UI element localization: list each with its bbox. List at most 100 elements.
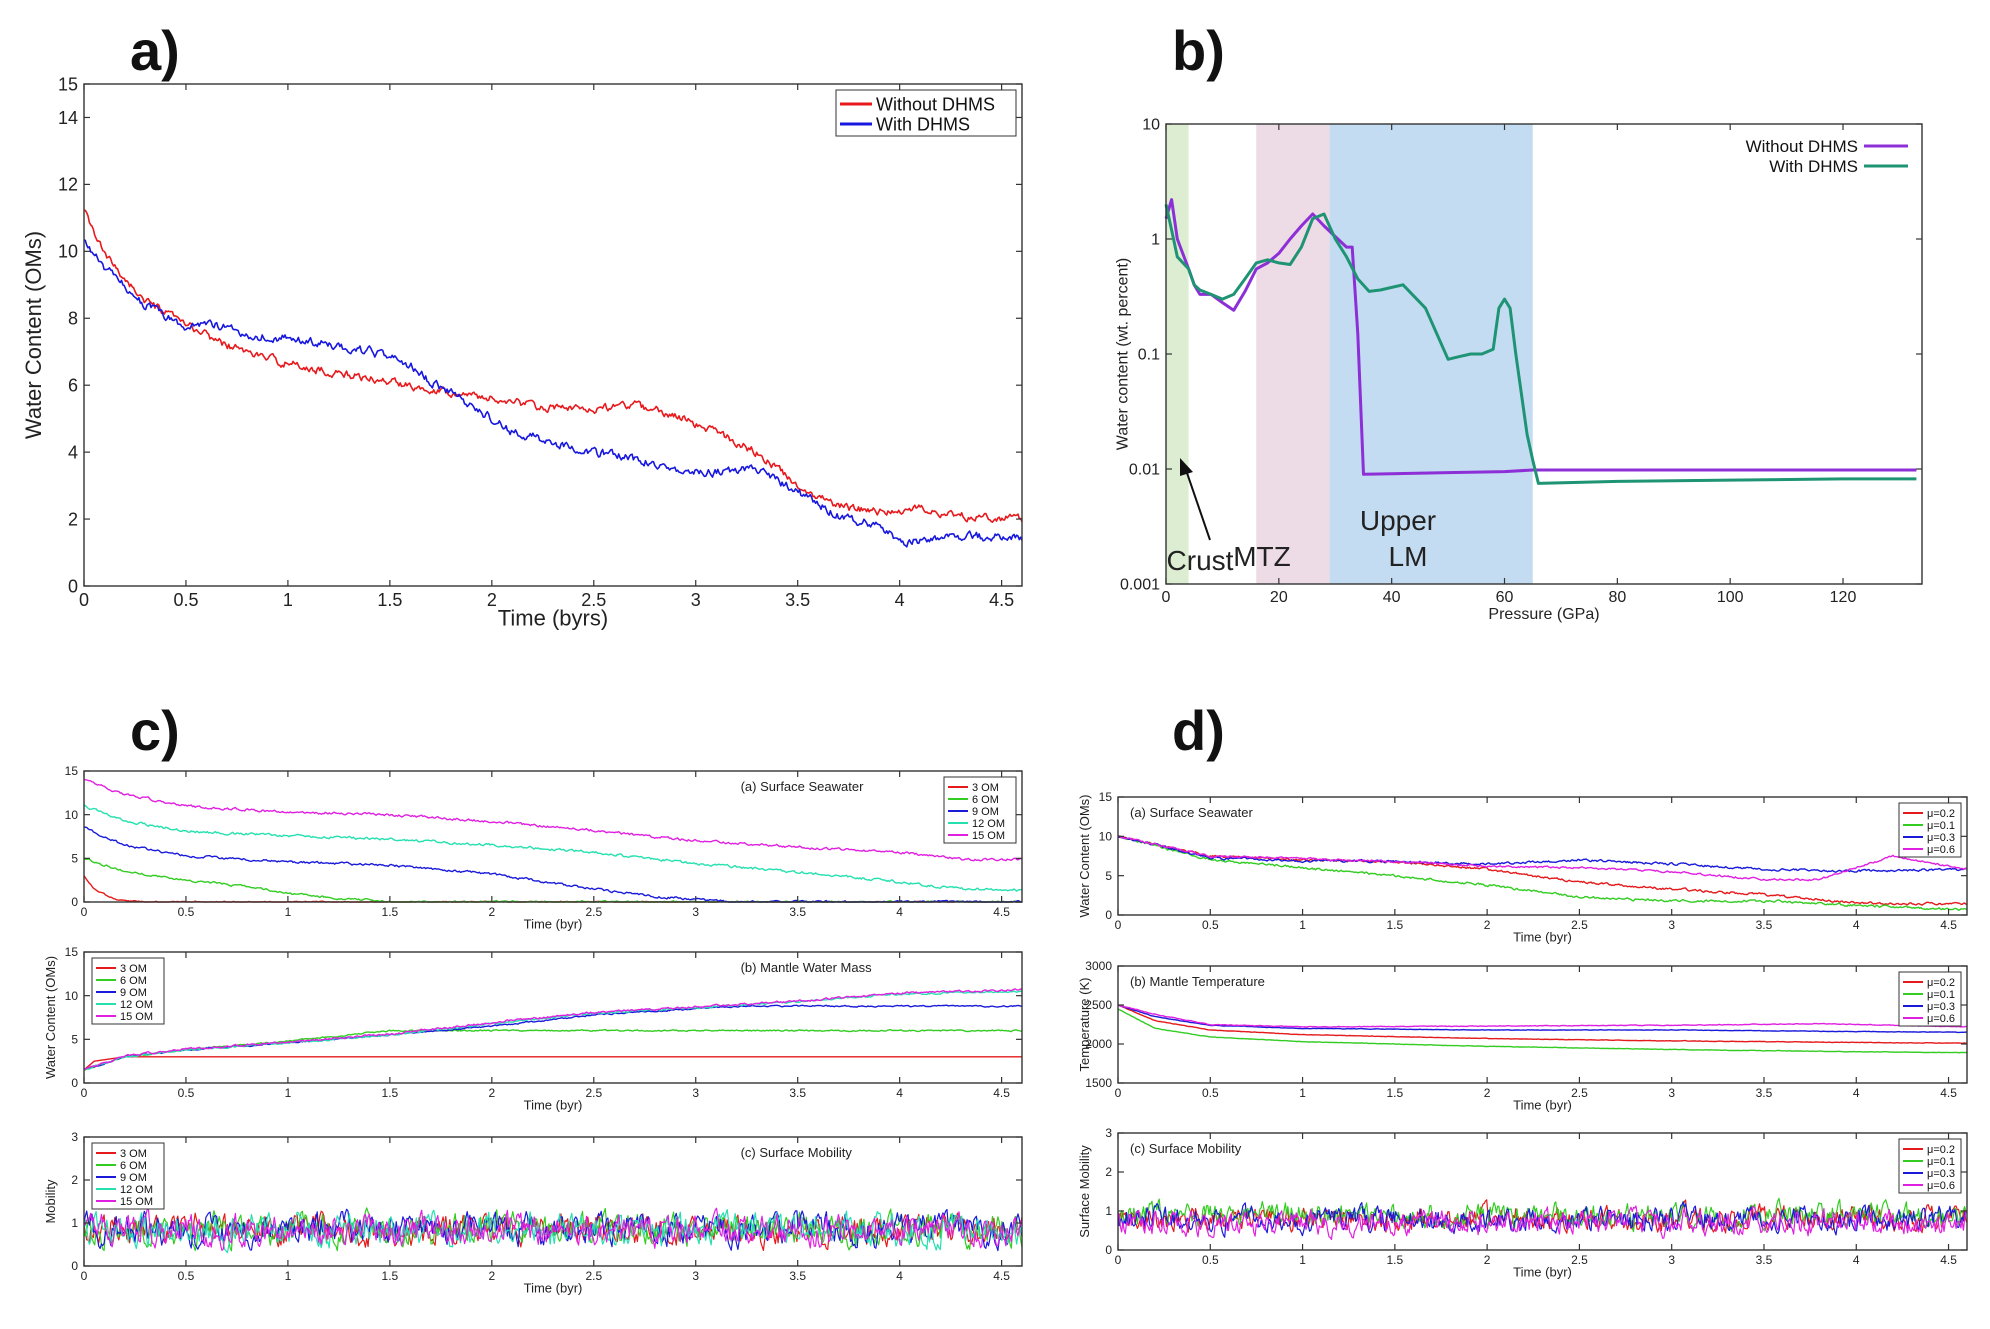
x-tick-label: 20 xyxy=(1270,589,1288,606)
x-tick-label: 3.5 xyxy=(789,1086,806,1100)
x-tick-label: 1.5 xyxy=(377,590,402,610)
x-tick-label: 4 xyxy=(895,590,905,610)
y-tick-label: 10 xyxy=(65,989,79,1003)
legend-label-6-om: 6 OM xyxy=(972,794,999,806)
x-tick-label: 3 xyxy=(692,905,699,919)
x-tick-label: 1 xyxy=(283,590,293,610)
legend-label--0-2: μ=0.2 xyxy=(1927,977,1955,989)
y-axis-label: Water Content (OMs) xyxy=(43,956,58,1079)
legend-label-3-om: 3 OM xyxy=(120,963,147,975)
x-tick-label: 1 xyxy=(1299,1086,1306,1100)
y-tick-label: 3000 xyxy=(1085,959,1112,973)
x-tick-label: 2.5 xyxy=(585,1269,602,1283)
x-tick-label: 3.5 xyxy=(785,590,810,610)
x-tick-label: 3.5 xyxy=(1756,1253,1773,1267)
y-axis-label: Water Content (OMs) xyxy=(21,231,46,439)
legend-label--0-6: μ=0.6 xyxy=(1927,844,1955,856)
x-tick-label: 4 xyxy=(1853,1086,1860,1100)
series-line--0-1 xyxy=(1117,835,1968,911)
plot-frame xyxy=(83,770,1023,903)
legend: μ=0.2μ=0.1μ=0.3μ=0.6 xyxy=(1898,1138,1962,1194)
series-line--0-6 xyxy=(1117,1004,1967,1028)
series-line--0-2 xyxy=(1117,1004,1968,1044)
x-tick-label: 2.5 xyxy=(585,1086,602,1100)
x-tick-label: 3.5 xyxy=(789,905,806,919)
y-tick-label: 15 xyxy=(65,764,79,778)
x-tick-label: 1.5 xyxy=(382,1086,399,1100)
legend-label-with-dhms: With DHMS xyxy=(1769,157,1858,176)
x-tick-label: 4 xyxy=(1853,918,1860,932)
x-tick-label: 2.5 xyxy=(1571,918,1588,932)
y-tick-label: 0 xyxy=(71,895,78,909)
x-tick-label: 2 xyxy=(1484,1086,1491,1100)
legend-label-3-om: 3 OM xyxy=(972,782,999,794)
y-tick-label: 0.01 xyxy=(1129,462,1160,479)
y-tick-label: 2000 xyxy=(1085,1037,1112,1051)
series-line-3-om xyxy=(83,1056,1022,1071)
plot-a: 0 0.5 1 1.5 2 2.5 3 3.5 4 4.5 0 2 4 6 8 10 12 14 15 Time (b… xyxy=(21,74,1023,631)
y-axis-label: Mobility xyxy=(43,1179,58,1224)
legend-label--0-1: μ=0.1 xyxy=(1927,1156,1955,1168)
y-tick-label: 0.1 xyxy=(1138,347,1160,364)
y-tick-label: 10 xyxy=(65,808,79,822)
x-tick-label: 1 xyxy=(285,1086,292,1100)
series-line-without-dhms xyxy=(1164,198,1917,476)
subplot-title: (a) Surface Seawater xyxy=(1130,805,1254,820)
x-tick-label: 0 xyxy=(79,590,89,610)
x-tick-label: 2 xyxy=(1484,918,1491,932)
legend-label-9-om: 9 OM xyxy=(972,806,999,818)
x-tick-label: 0 xyxy=(1162,589,1171,606)
x-tick-label: 2 xyxy=(1484,1253,1491,1267)
x-tick-label: 100 xyxy=(1717,589,1744,606)
series-line-9-om xyxy=(83,1004,1023,1071)
x-tick-label: 1.5 xyxy=(382,1269,399,1283)
x-tick-label: 3.5 xyxy=(1756,918,1773,932)
crust-arrow-head xyxy=(1180,458,1193,476)
y-tick-label: 14 xyxy=(58,108,78,128)
legend-label-12-om: 12 OM xyxy=(120,999,153,1011)
x-tick-label: 0.5 xyxy=(173,590,198,610)
plot-frame xyxy=(1117,796,1968,916)
legend-label--0-3: μ=0.3 xyxy=(1927,1001,1955,1013)
legend-label-9-om: 9 OM xyxy=(120,987,147,999)
subplot-title: (c) Surface Mobility xyxy=(741,1145,853,1160)
plot-frame xyxy=(83,1136,1023,1267)
x-tick-label: 4.5 xyxy=(1940,918,1957,932)
y-tick-label: 6 xyxy=(68,376,78,396)
x-tick-label: 0.5 xyxy=(1202,1086,1219,1100)
x-tick-label: 3 xyxy=(1668,1086,1675,1100)
series-line--0-6 xyxy=(1118,835,1968,882)
x-tick-label: 2.5 xyxy=(581,590,606,610)
panel-label-a: a) xyxy=(130,19,180,82)
y-tick-label: 0 xyxy=(71,1076,78,1090)
x-tick-label: 3 xyxy=(1668,918,1675,932)
x-tick-label: 80 xyxy=(1608,589,1626,606)
x-tick-label: 1.5 xyxy=(1387,918,1404,932)
x-tick-label: 1.5 xyxy=(382,905,399,919)
x-tick-label: 4.5 xyxy=(1940,1086,1957,1100)
x-tick-label: 60 xyxy=(1496,589,1514,606)
x-tick-label: 4 xyxy=(896,1086,903,1100)
x-axis-label: Time (byrs) xyxy=(498,606,608,631)
series-line--0-3 xyxy=(1117,835,1968,873)
x-tick-label: 4 xyxy=(1853,1253,1860,1267)
region-annotation: MTZ xyxy=(1233,541,1291,572)
legend-label--0-6: μ=0.6 xyxy=(1927,1180,1955,1192)
x-axis-label: Time (byr) xyxy=(524,1097,583,1112)
x-tick-label: 2.5 xyxy=(585,905,602,919)
y-tick-label: 10 xyxy=(58,242,78,262)
x-tick-label: 0.5 xyxy=(178,905,195,919)
region-annotation: LM xyxy=(1389,541,1428,572)
legend-label-6-om: 6 OM xyxy=(120,975,147,987)
x-tick-label: 0 xyxy=(1115,1253,1122,1267)
series-line-6-om xyxy=(83,1028,1023,1071)
panel-label-c: c) xyxy=(130,699,180,762)
legend-label-with-dhms: With DHMS xyxy=(876,114,970,134)
legend-label-12-om: 12 OM xyxy=(972,818,1005,830)
plot-d2: 0 0.5 1 1.5 2 2.5 3 3.5 4 4.5 0 1 2 3 Time (byr) Surfac… xyxy=(1077,1126,1968,1279)
plot-frame xyxy=(1117,965,1968,1084)
x-tick-label: 1.5 xyxy=(1387,1086,1404,1100)
